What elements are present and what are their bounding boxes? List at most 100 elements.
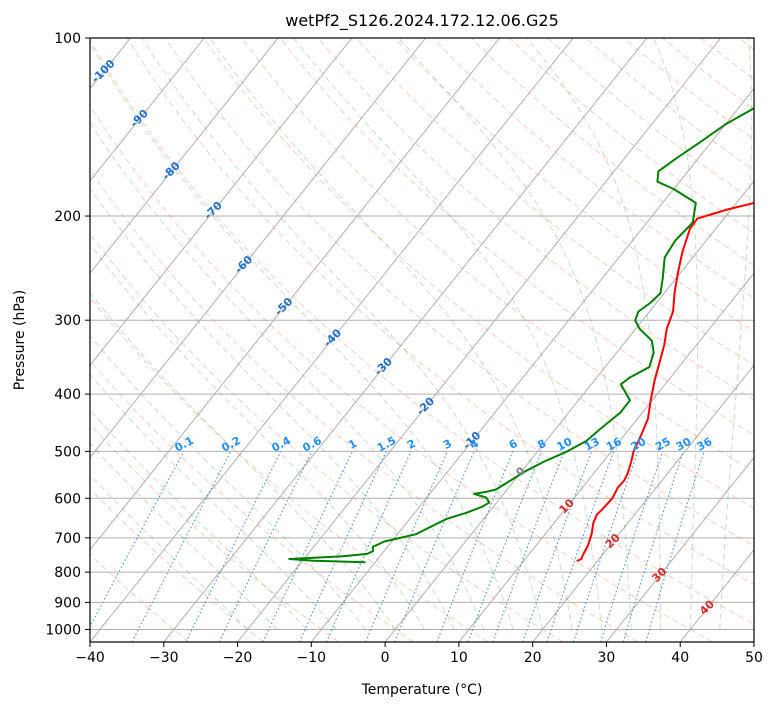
dewpoint-profile-line bbox=[288, 107, 754, 564]
x-tick-label: 0 bbox=[381, 650, 390, 666]
mixing-ratio-label: 25 bbox=[653, 435, 673, 454]
y-tick-label: 900 bbox=[54, 595, 81, 611]
y-tick-label: 1000 bbox=[45, 622, 81, 638]
mixing-ratio-line bbox=[90, 451, 185, 628]
dry-adiabat-line bbox=[700, 38, 754, 80]
moist-adiabat-line bbox=[398, 38, 632, 630]
x-axis-label: Temperature (°C) bbox=[361, 682, 483, 698]
mixing-ratio-label: 30 bbox=[674, 435, 694, 454]
mixing-ratio-line bbox=[546, 451, 615, 642]
dry-adiabat-line bbox=[356, 38, 754, 366]
dry-adiabat-line bbox=[585, 38, 754, 171]
dry-adiabat-line bbox=[738, 38, 754, 51]
isotherm-line bbox=[90, 38, 500, 551]
mixing-ratio-line bbox=[299, 451, 387, 642]
moist-adiabat-line bbox=[90, 121, 485, 630]
isotherm-label: -40 bbox=[321, 326, 344, 349]
moist-adiabat-line bbox=[141, 38, 544, 630]
isotherm-label: -60 bbox=[232, 253, 255, 276]
isotherm-label: -90 bbox=[128, 107, 151, 130]
isotherm-line bbox=[90, 38, 427, 459]
mixing-ratio-line bbox=[622, 451, 684, 642]
isotherm-label: -30 bbox=[372, 355, 395, 378]
mixing-ratio-line bbox=[365, 451, 448, 642]
x-tick-label: 20 bbox=[524, 650, 542, 666]
isotherm-line bbox=[163, 38, 648, 642]
dry-adiabat-line bbox=[90, 296, 489, 642]
mixing-ratio-line bbox=[436, 451, 514, 642]
isotherm-line bbox=[310, 87, 754, 642]
isotherm-label: 40 bbox=[697, 597, 717, 617]
mixing-ratio-label: 20 bbox=[629, 435, 649, 454]
dry-adiabat-line bbox=[90, 553, 190, 642]
x-tick-label: 40 bbox=[671, 650, 689, 666]
moist-adiabat-line bbox=[209, 38, 573, 630]
dry-adiabat-line bbox=[90, 233, 564, 642]
mixing-ratio-line bbox=[325, 451, 412, 642]
mixing-ratio-line bbox=[522, 451, 593, 642]
y-tick-label: 300 bbox=[54, 313, 81, 329]
isotherm-label: 20 bbox=[603, 531, 623, 551]
dry-adiabat-line bbox=[470, 38, 754, 266]
moist-adiabat-line bbox=[90, 334, 367, 630]
y-tick-label: 200 bbox=[54, 209, 81, 225]
labels-layer: -100-90-80-70-60-50-40-30-20-10010203040… bbox=[89, 57, 717, 618]
x-tick-label: −20 bbox=[223, 650, 253, 666]
mixing-ratio-label: 6 bbox=[507, 437, 520, 452]
isotherm-line bbox=[90, 38, 205, 182]
isotherm-label: -80 bbox=[160, 159, 183, 182]
dry-adiabat-line bbox=[317, 38, 754, 401]
mixing-ratio-line bbox=[572, 451, 639, 642]
dry-adiabat-line bbox=[126, 38, 754, 586]
mixing-ratio-line bbox=[467, 451, 543, 642]
moist-adiabat-line bbox=[653, 38, 699, 630]
moist-adiabat-line bbox=[90, 474, 248, 630]
chart-title: wetPf2_S126.2024.172.12.06.G25 bbox=[285, 11, 559, 31]
dry-adiabat-line bbox=[90, 104, 713, 642]
dry-adiabat-line bbox=[241, 38, 754, 473]
mixing-ratio-line bbox=[645, 451, 705, 642]
y-tick-label: 100 bbox=[54, 31, 81, 47]
mixing-ratio-line bbox=[218, 451, 313, 642]
mixing-ratio-line bbox=[394, 451, 475, 642]
plot-frame bbox=[89, 37, 755, 643]
axes-layer: −40 −30 −20 −10 0 10 20 30 40 50 100 200 300 400 500 60… bbox=[45, 31, 763, 666]
mixing-ratio-label: 3 bbox=[441, 437, 454, 452]
mixing-ratio-line bbox=[131, 451, 232, 642]
mixing-ratio-line bbox=[185, 451, 282, 642]
mixing-ratio-line bbox=[492, 451, 565, 642]
dry-adiabat-line bbox=[203, 38, 754, 509]
moist-adiabat-line bbox=[90, 187, 455, 630]
x-tick-label: 30 bbox=[598, 650, 616, 666]
y-tick-label: 400 bbox=[54, 387, 81, 403]
moist-adiabat-line bbox=[90, 442, 278, 630]
moist-adiabat-line bbox=[90, 409, 307, 630]
x-tick-label: −40 bbox=[75, 650, 105, 666]
moist-adiabat-line bbox=[90, 42, 514, 630]
isotherm-line bbox=[458, 272, 754, 642]
dry-adiabat-line bbox=[90, 423, 339, 642]
mixing-ratio-label: 1 bbox=[346, 437, 359, 452]
dry-adiabat-line bbox=[164, 38, 754, 547]
x-tick-label: −30 bbox=[149, 650, 179, 666]
y-axis-label: Pressure (hPa) bbox=[12, 290, 28, 390]
mixing-ratio-label: 8 bbox=[535, 437, 548, 452]
x-tick-label: 50 bbox=[745, 650, 763, 666]
isotherm-line bbox=[90, 38, 353, 367]
mixing-ratio-line bbox=[262, 451, 353, 642]
x-tick-label: 10 bbox=[450, 650, 468, 666]
isotherm-label: 10 bbox=[557, 496, 577, 516]
mixing-ratio-line bbox=[600, 451, 664, 642]
dry-adiabat-line bbox=[509, 38, 754, 234]
moist-adiabat-line bbox=[526, 38, 662, 630]
dry-adiabat-line bbox=[90, 360, 414, 642]
isotherm-label: -20 bbox=[414, 394, 437, 417]
y-tick-label: 600 bbox=[54, 491, 81, 507]
mixing-ratio-label: 10 bbox=[555, 435, 575, 454]
isotherm-line bbox=[532, 364, 754, 642]
moist-adiabat-line bbox=[90, 243, 426, 630]
isotherm-label: -50 bbox=[272, 295, 295, 318]
isotherm-line bbox=[90, 38, 279, 274]
isotherm-line bbox=[90, 38, 574, 642]
